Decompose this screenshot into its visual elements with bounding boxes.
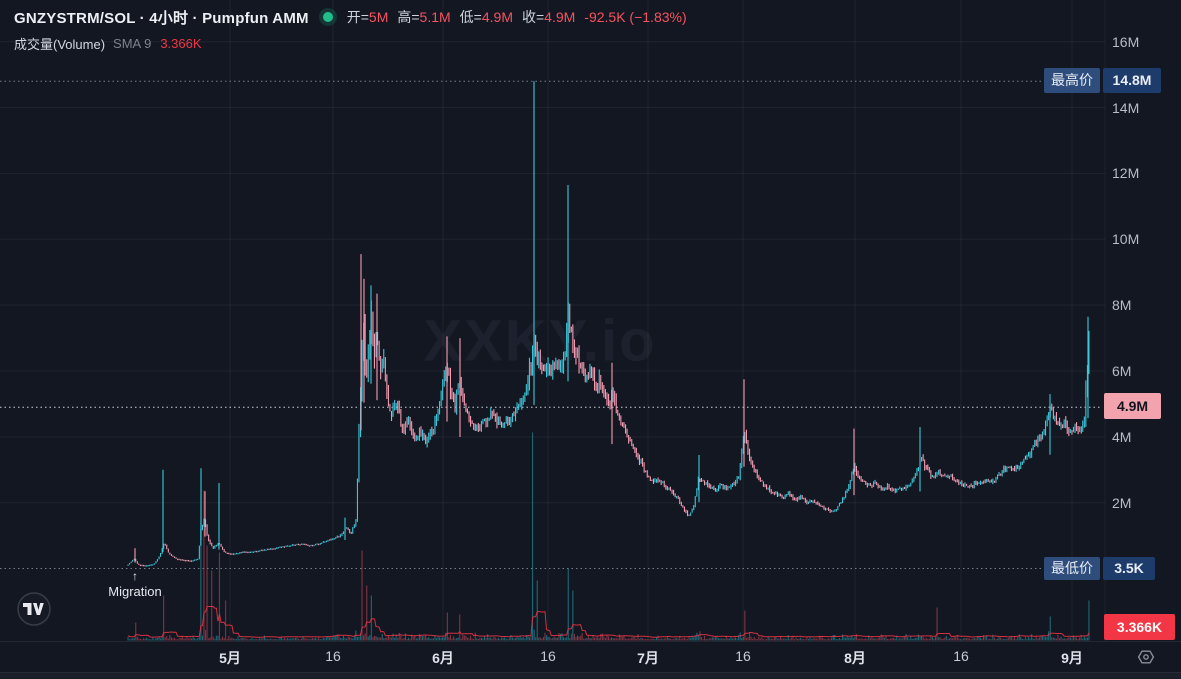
market-status-icon[interactable] xyxy=(322,12,333,22)
tradingview-logo[interactable] xyxy=(14,589,54,629)
price-axis-label: 12M xyxy=(1112,165,1140,182)
atl-label: 最低价 xyxy=(1044,557,1100,580)
time-axis-label: 16 xyxy=(953,648,969,664)
current-price-badge: 4.9M xyxy=(1104,393,1161,419)
price-axis[interactable]: 16M 14M 12M 10M 8M 6M 4M 2M xyxy=(1105,0,1181,641)
price-axis-label: 14M xyxy=(1112,99,1140,116)
up-arrow-icon: ↑ xyxy=(132,569,138,583)
time-axis-label: 16 xyxy=(540,648,556,664)
time-axis-separator xyxy=(0,641,1181,642)
ohlc-values: 开=5M 高=5.1M 低=4.9M 收=4.9M -92.5K (−1.83%… xyxy=(346,9,687,25)
price-spike-wicks xyxy=(134,81,1089,563)
time-axis-label: 8月 xyxy=(844,650,866,666)
time-axis-label: 9月 xyxy=(1061,650,1083,666)
volume-bars xyxy=(127,432,1090,641)
bottom-edge-strip xyxy=(0,672,1181,679)
migration-annotation: ↑ Migration xyxy=(98,570,172,599)
indicator-name: 成交量(Volume) xyxy=(14,37,106,52)
candles xyxy=(127,300,1090,567)
price-axis-label: 2M xyxy=(1112,494,1132,511)
time-axis-label: 7月 xyxy=(637,650,659,666)
price-axis-label: 8M xyxy=(1112,297,1132,314)
ath-value: 14.8M xyxy=(1103,68,1161,93)
chart-legend: GNZYSTRM/SOL · 4小时 · Pumpfun AMM 开=5M 高=… xyxy=(14,6,687,52)
change-value: -92.5K (−1.83%) xyxy=(584,9,687,25)
price-axis-label: 4M xyxy=(1112,428,1132,445)
settings-icon[interactable] xyxy=(1134,645,1158,669)
sma-line xyxy=(127,606,1090,638)
atl-price-badge: 最低价 3.5K xyxy=(1044,557,1155,580)
time-axis-label: 16 xyxy=(735,648,751,664)
ath-price-badge: 最高价 14.8M xyxy=(1044,68,1161,93)
indicator-value: 3.366K xyxy=(160,36,202,51)
volume-sma-badge: 3.366K xyxy=(1104,614,1175,640)
price-axis-label: 10M xyxy=(1112,231,1140,248)
level-lines xyxy=(0,80,1102,569)
time-axis-label: 16 xyxy=(325,648,341,664)
atl-value: 3.5K xyxy=(1103,557,1155,580)
ath-label: 最高价 xyxy=(1044,68,1100,93)
price-axis-label: 16M xyxy=(1112,33,1140,50)
migration-label: Migration xyxy=(108,584,162,599)
symbol-title: GNZYSTRM/SOL · 4小时 · Pumpfun AMM xyxy=(14,9,309,27)
time-axis-label: 5月 xyxy=(219,650,241,666)
time-axis-label: 6月 xyxy=(432,650,454,666)
indicator-params: SMA 9 xyxy=(113,36,152,51)
price-axis-label: 6M xyxy=(1112,363,1132,380)
volume-indicator-legend[interactable]: 成交量(Volume) SMA 9 3.366K xyxy=(14,35,687,52)
time-axis[interactable]: 5月 16 6月 16 7月 16 8月 16 9月 xyxy=(0,641,1181,673)
